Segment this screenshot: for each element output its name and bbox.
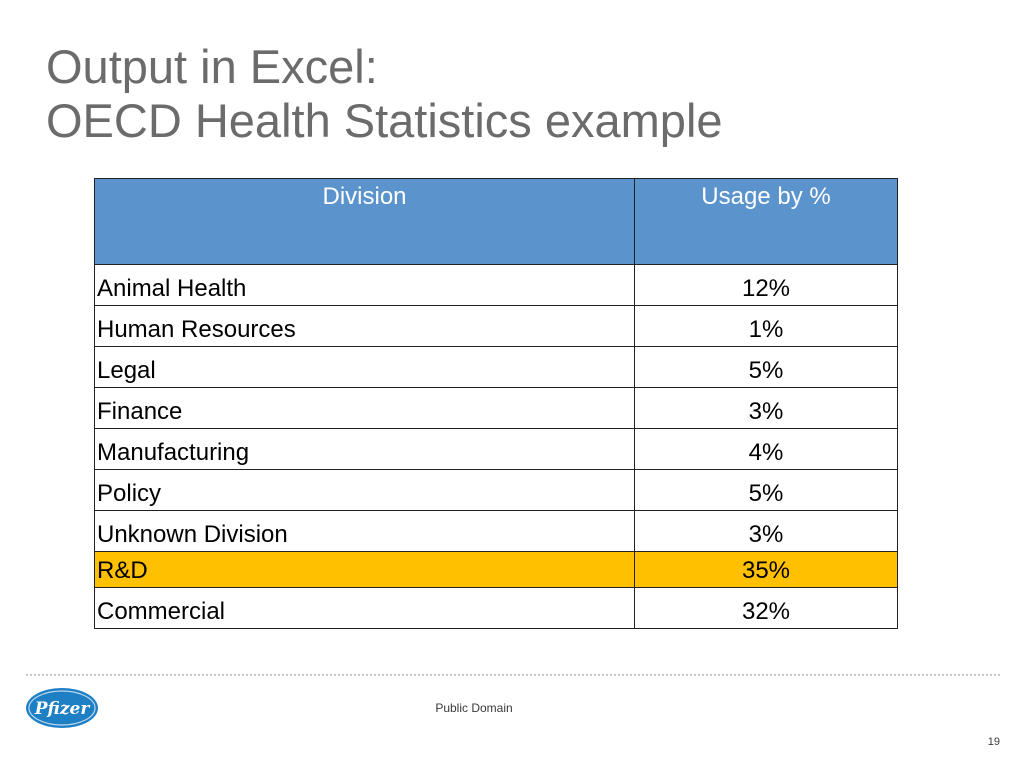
cell-usage: 35% <box>634 551 898 588</box>
table-row: Animal Health 12% <box>94 264 898 306</box>
table-header-row: Division Usage by % <box>94 178 898 265</box>
cell-division: Animal Health <box>94 264 635 306</box>
cell-division: Policy <box>94 469 635 511</box>
page-number: 19 <box>987 736 1000 748</box>
cell-usage: 5% <box>634 469 898 511</box>
slide-title-line-2: OECD Health Statistics example <box>46 94 723 147</box>
footer-divider <box>26 674 1000 676</box>
cell-division: R&D <box>94 551 635 588</box>
footer-label: Public Domain <box>435 701 513 715</box>
cell-usage: 3% <box>634 387 898 429</box>
cell-usage: 12% <box>634 264 898 306</box>
cell-usage: 32% <box>634 587 898 629</box>
table-row: Finance 3% <box>94 387 898 429</box>
cell-division: Commercial <box>94 587 635 629</box>
cell-division: Human Resources <box>94 305 635 347</box>
header-division: Division <box>94 178 635 265</box>
pfizer-logo-text: Pfizer <box>34 699 91 719</box>
cell-division: Unknown Division <box>94 510 635 552</box>
table-row: Manufacturing 4% <box>94 428 898 470</box>
table-row: Human Resources 1% <box>94 305 898 347</box>
table-row: Legal 5% <box>94 346 898 388</box>
slide-title: Output in Excel: OECD Health Statistics … <box>46 40 723 148</box>
header-usage: Usage by % <box>634 178 898 265</box>
pfizer-logo: Pfizer <box>26 688 98 728</box>
slide-title-line-1: Output in Excel: <box>46 40 378 93</box>
table-row-highlighted: R&D 35% <box>94 551 898 588</box>
table-row: Commercial 32% <box>94 587 898 629</box>
cell-usage: 1% <box>634 305 898 347</box>
table-row: Unknown Division 3% <box>94 510 898 552</box>
cell-division: Legal <box>94 346 635 388</box>
cell-division: Finance <box>94 387 635 429</box>
cell-usage: 5% <box>634 346 898 388</box>
table-row: Policy 5% <box>94 469 898 511</box>
cell-division: Manufacturing <box>94 428 635 470</box>
usage-table: Division Usage by % Animal Health 12% Hu… <box>94 178 898 629</box>
cell-usage: 4% <box>634 428 898 470</box>
cell-usage: 3% <box>634 510 898 552</box>
